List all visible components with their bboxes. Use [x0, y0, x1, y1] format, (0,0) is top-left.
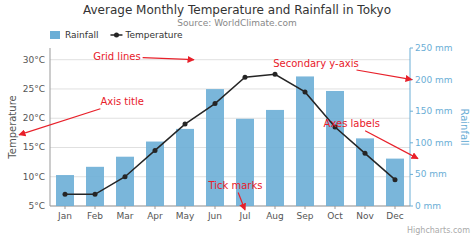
- legend-item: Rainfall: [50, 30, 98, 40]
- marker: [63, 192, 68, 197]
- y-tick-label: 25°C: [23, 84, 45, 94]
- x-tick-label: Oct: [327, 211, 343, 221]
- chart: Average Monthly Temperature and Rainfall…: [0, 0, 474, 237]
- annotation-arrow: [365, 131, 418, 159]
- x-tick-label: Jun: [207, 211, 222, 221]
- y2-tick-label: 250 mm: [415, 43, 453, 53]
- x-tick-label: Aug: [266, 211, 284, 221]
- grid-line: [50, 88, 410, 89]
- y-tick-label: 15°C: [23, 142, 45, 152]
- marker: [243, 75, 248, 80]
- bar: [326, 91, 344, 206]
- legend-marker: [114, 33, 119, 38]
- x-tick: [275, 206, 276, 209]
- annotation-arrow: [356, 70, 412, 80]
- y-tick-label: 5°C: [28, 201, 45, 211]
- marker: [213, 101, 218, 106]
- marker: [93, 192, 98, 197]
- x-tick: [65, 206, 66, 209]
- y2-axis-line: [410, 48, 411, 206]
- legend-label: Temperature: [124, 30, 182, 40]
- x-tick: [155, 206, 156, 209]
- annotation: Tick marks: [207, 180, 262, 191]
- y-axis-line: [50, 48, 51, 206]
- annotation-arrow: [19, 109, 100, 135]
- y2-tick-label: 150 mm: [415, 106, 453, 116]
- x-tick: [215, 206, 216, 209]
- annotation: Axis title: [100, 96, 143, 107]
- x-tick: [95, 206, 96, 209]
- bar: [86, 167, 104, 206]
- x-tick-label: Mar: [117, 211, 134, 221]
- subtitle: Source: WorldClimate.com: [177, 18, 296, 28]
- bar: [266, 110, 284, 206]
- marker: [303, 89, 308, 94]
- line: [65, 74, 395, 194]
- y2-axis-title: Rainfall: [459, 108, 470, 145]
- annotation: Secondary y-axis: [273, 58, 359, 69]
- x-tick-label: Sep: [297, 211, 314, 221]
- legend: Rainfall Temperature: [50, 30, 183, 40]
- y-axis-title: Temperature: [7, 95, 18, 159]
- credit: Highcharts.com: [407, 226, 470, 235]
- x-tick-label: Jul: [239, 211, 251, 221]
- marker: [123, 174, 128, 179]
- bar: [116, 157, 134, 206]
- legend-item: Temperature: [110, 30, 182, 40]
- legend-swatch: [50, 31, 60, 39]
- x-tick: [335, 206, 336, 209]
- x-tick-label: Dec: [386, 211, 403, 221]
- annotation: Axes labels: [324, 118, 380, 129]
- x-tick-label: Nov: [356, 211, 374, 221]
- x-tick: [395, 206, 396, 209]
- title: Average Monthly Temperature and Rainfall…: [83, 3, 391, 17]
- y-tick-label: 30°C: [23, 55, 45, 65]
- annotation-arrow: [143, 58, 194, 60]
- x-tick-label: Jan: [57, 211, 72, 221]
- bar: [146, 142, 164, 206]
- y2-tick-label: 200 mm: [415, 75, 453, 85]
- y2-tick-label: 100 mm: [415, 138, 453, 148]
- x-tick-label: May: [176, 211, 195, 221]
- annotation-arrow: [238, 192, 245, 210]
- grid: [50, 60, 410, 206]
- marker: [273, 72, 278, 77]
- x-tick-label: Feb: [87, 211, 103, 221]
- plot-data: [56, 72, 404, 206]
- bar: [176, 129, 194, 206]
- bar: [296, 76, 314, 206]
- marker: [183, 122, 188, 127]
- marker: [363, 151, 368, 156]
- bar: [386, 159, 404, 206]
- y-tick-label: 20°C: [23, 113, 45, 123]
- y2-tick-label: 50 mm: [415, 169, 447, 179]
- marker: [393, 177, 398, 182]
- x-tick-label: Apr: [147, 211, 163, 221]
- y2-tick-label: 0 mm: [415, 201, 441, 211]
- bar: [56, 175, 74, 206]
- annotations: Grid lines Secondary y-axis Axis title Axes…: [19, 51, 418, 210]
- x-tick: [365, 206, 366, 209]
- x-tick: [125, 206, 126, 209]
- legend-label: Rainfall: [65, 30, 98, 40]
- marker: [153, 148, 158, 153]
- x-tick: [305, 206, 306, 209]
- x-tick: [185, 206, 186, 209]
- y-tick-label: 10°C: [23, 172, 45, 182]
- annotation: Grid lines: [93, 51, 140, 62]
